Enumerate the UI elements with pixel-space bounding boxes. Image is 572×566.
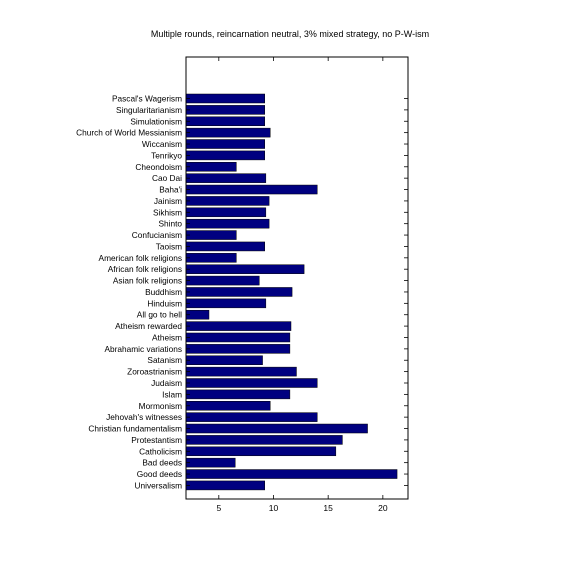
plot-frame xyxy=(185,56,409,500)
bar xyxy=(185,218,270,229)
bar xyxy=(185,150,265,161)
category-label: Atheism rewarded xyxy=(115,321,182,331)
category-labels: Pascal's WagerismSingularitarianismSimul… xyxy=(76,94,182,491)
category-label: Bad deeds xyxy=(142,458,182,468)
bar xyxy=(185,469,398,479)
category-label: Jainism xyxy=(154,196,182,206)
category-label: Atheism xyxy=(152,332,182,342)
bar xyxy=(185,105,265,115)
bar xyxy=(185,287,293,297)
x-axis-ticks: 5 10 15 20 xyxy=(186,57,408,513)
bar xyxy=(185,275,260,286)
x-tick-label: 5 xyxy=(216,503,221,513)
bar xyxy=(185,173,267,183)
bar xyxy=(185,230,237,240)
category-label: Universalism xyxy=(135,480,183,490)
bar xyxy=(185,423,368,434)
bar xyxy=(185,480,265,491)
bar xyxy=(185,93,265,104)
category-label: Cheondoism xyxy=(135,162,182,172)
bar xyxy=(185,435,343,445)
category-label: Simulationism xyxy=(130,116,182,126)
category-label: Church of World Messianism xyxy=(76,128,182,138)
category-label: All go to hell xyxy=(137,310,182,320)
bar xyxy=(185,332,291,343)
bar xyxy=(185,389,291,400)
bar xyxy=(185,321,292,331)
bar xyxy=(185,412,318,422)
bars-layer xyxy=(185,93,398,491)
chart-title: Multiple rounds, reincarnation neutral, … xyxy=(151,29,429,39)
bar xyxy=(185,253,237,263)
bar xyxy=(185,298,267,309)
category-label: Satanism xyxy=(147,355,182,365)
x-tick-label: 15 xyxy=(323,503,333,513)
bar xyxy=(185,401,271,411)
bar xyxy=(185,457,236,468)
category-label: Catholicism xyxy=(139,446,182,456)
category-label: Protestantism xyxy=(131,435,182,445)
category-label: Asian folk religions xyxy=(113,276,182,286)
category-label: Buddhism xyxy=(145,287,182,297)
category-label: Mormonism xyxy=(139,401,182,411)
category-label: Abrahamic variations xyxy=(105,344,182,354)
category-label: Baha'i xyxy=(159,185,182,195)
category-label: Jehovah's witnesses xyxy=(106,412,182,422)
category-label: Sikhism xyxy=(153,207,182,217)
bar xyxy=(185,207,267,218)
category-label: Zoroastrianism xyxy=(127,367,182,377)
category-label: Christian fundamentalism xyxy=(88,424,182,434)
category-label: Pascal's Wagerism xyxy=(112,94,182,104)
category-label: Taoism xyxy=(156,241,182,251)
bar xyxy=(185,116,265,127)
bar xyxy=(185,241,265,252)
bar xyxy=(185,184,318,195)
bar xyxy=(185,196,270,206)
category-label: Tenrikyo xyxy=(151,150,182,160)
bar xyxy=(185,264,305,274)
category-label: Shinto xyxy=(158,219,182,229)
bar xyxy=(185,446,337,457)
bar xyxy=(185,127,271,138)
category-label: Singularitarianism xyxy=(116,105,182,115)
category-label: Cao Dai xyxy=(152,173,182,183)
category-label: Hinduism xyxy=(147,298,182,308)
bar xyxy=(185,344,291,354)
bar xyxy=(185,355,263,365)
x-tick-label: 10 xyxy=(269,503,279,513)
bar xyxy=(185,139,265,149)
x-tick-label: 20 xyxy=(378,503,388,513)
bar xyxy=(185,366,297,377)
category-label: Judaism xyxy=(151,378,182,388)
category-label: American folk religions xyxy=(99,253,182,263)
bar xyxy=(185,378,318,388)
bar xyxy=(185,162,237,172)
category-label: African folk religions xyxy=(108,264,182,274)
category-label: Islam xyxy=(162,389,182,399)
category-label: Wiccanism xyxy=(142,139,182,149)
category-label: Confucianism xyxy=(132,230,182,240)
category-label: Good deeds xyxy=(137,469,182,479)
